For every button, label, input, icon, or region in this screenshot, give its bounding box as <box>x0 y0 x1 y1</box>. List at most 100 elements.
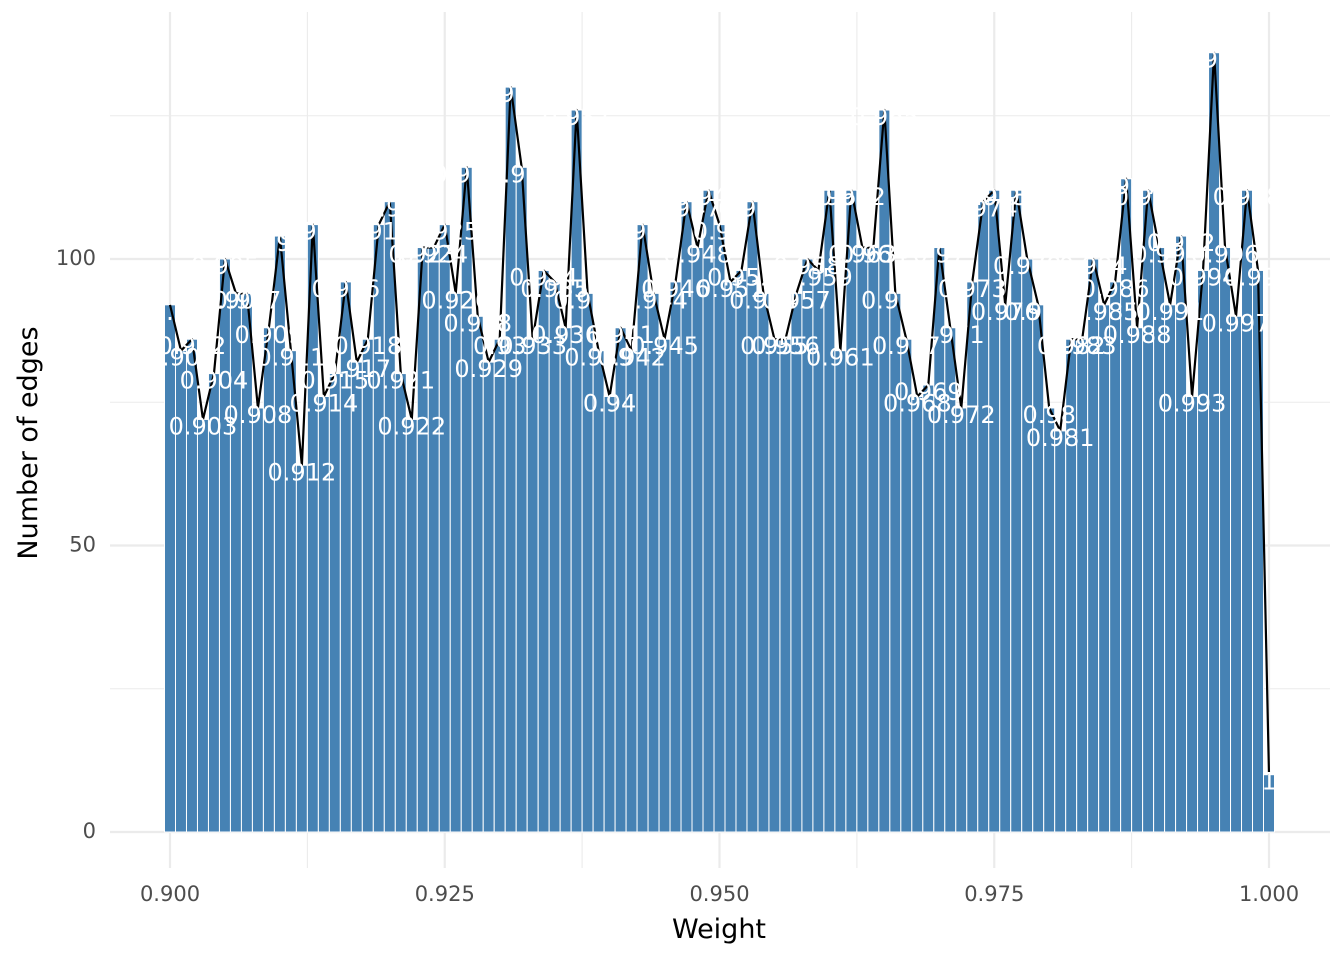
bar-value-label: 0.937 <box>542 103 611 131</box>
bar-value-label: 0.906 <box>202 286 271 314</box>
histogram-bar <box>251 407 264 833</box>
histogram-bar <box>548 281 561 833</box>
bar-value-label: 0.984 <box>1059 252 1128 280</box>
bar-value-label: 0.999 <box>1224 263 1293 291</box>
histogram-bar <box>350 361 363 833</box>
bar-value-label: 0.951 <box>696 275 765 303</box>
bar-value-label: 0.97 <box>913 241 966 269</box>
bar-value-label: 0.982 <box>1037 332 1106 360</box>
bar-value-label: 0.929 <box>454 355 523 383</box>
x-tick-label: 0.950 <box>689 882 749 906</box>
bar-value-label: 0.931 <box>476 80 545 108</box>
bar-value-label: 0.924 <box>399 241 468 269</box>
bar-value-label: 0.925 <box>410 218 479 246</box>
bar-value-label: 0.946 <box>641 275 710 303</box>
bar-value-label: 0.979 <box>1004 298 1073 326</box>
histogram-bar <box>372 224 385 833</box>
bar-value-label: 0.99 <box>1132 241 1185 269</box>
bar-value-label: 0.907 <box>213 286 282 314</box>
bar-value-label: 0.911 <box>257 344 326 372</box>
y-tick-label: 50 <box>69 533 96 557</box>
histogram-bar <box>724 281 737 833</box>
histogram-bar <box>1098 304 1111 833</box>
x-tick-label: 0.925 <box>415 882 475 906</box>
bar-value-label: 0.978 <box>993 252 1062 280</box>
histogram-bar <box>1109 281 1122 833</box>
histogram-bar <box>790 292 803 833</box>
histogram-bar <box>295 464 308 833</box>
histogram-bar <box>196 418 209 833</box>
bar-value-label: 0.947 <box>652 195 721 223</box>
histogram-bar <box>713 224 726 833</box>
bar-value-label: 0.919 <box>344 218 413 246</box>
bar-value-label: 0.92 <box>363 195 416 223</box>
y-tick-label: 100 <box>56 246 96 270</box>
histogram-bar <box>1043 407 1056 833</box>
histogram-bar <box>416 247 429 833</box>
bar-value-label: 0.915 <box>300 367 369 395</box>
bar-value-label: 0.996 <box>1191 241 1260 269</box>
bar-value-label: 0.934 <box>509 263 578 291</box>
bar-value-label: 0.936 <box>531 321 600 349</box>
histogram-bar <box>966 281 979 833</box>
histogram-bar <box>405 418 418 833</box>
bar-value-label: 0.938 <box>553 286 622 314</box>
bar-value-label: 0.971 <box>916 321 985 349</box>
bar-value-label: 0.916 <box>311 275 380 303</box>
bar-value-label: 0.939 <box>564 344 633 372</box>
bar-value-label: 0.981 <box>1026 424 1095 452</box>
histogram-bar <box>757 292 770 833</box>
bar-value-label: 0.904 <box>180 367 249 395</box>
histogram-bar <box>911 396 924 833</box>
bar-value-label: 0.908 <box>224 401 293 429</box>
bar-value-label: 0.998 <box>1213 183 1282 211</box>
histogram-bar <box>603 396 616 833</box>
histogram-bar <box>526 338 539 833</box>
histogram-bar <box>1054 430 1067 833</box>
bar-value-label: 0.968 <box>883 390 952 418</box>
bar-value-label: 0.98 <box>1022 401 1075 429</box>
bar-value-label: 0.983 <box>1048 332 1117 360</box>
bar-value-label: 0.945 <box>630 332 699 360</box>
bar-value-label: 0.926 <box>421 286 490 314</box>
bar-value-label: 0.922 <box>377 412 446 440</box>
y-tick-label: 0 <box>83 819 96 843</box>
bar-value-label: 1 <box>1261 768 1276 796</box>
bar-value-label: 0.94 <box>583 390 636 418</box>
histogram-bar <box>1186 396 1199 833</box>
histogram-bar <box>427 247 440 833</box>
bar-value-label: 0.93 <box>473 332 526 360</box>
bar-value-label: 0.912 <box>268 458 337 486</box>
bar-value-label: 0.988 <box>1103 321 1172 349</box>
bar-value-label: 0.974 <box>949 195 1018 223</box>
histogram-bar <box>482 361 495 833</box>
histogram-bar <box>164 304 176 833</box>
histogram-bar <box>1032 304 1045 833</box>
histogram-bar <box>383 201 396 833</box>
bar-value-label: 0.995 <box>1180 46 1249 74</box>
bar-value-label: 0.96 <box>803 183 856 211</box>
histogram-bar <box>1076 338 1089 833</box>
bar-value-label: 0.992 <box>1147 229 1216 257</box>
bar-value-label: 0.959 <box>784 263 853 291</box>
histogram-bar <box>636 224 649 833</box>
x-tick-label: 0.975 <box>964 882 1024 906</box>
histogram-bar <box>1208 52 1221 833</box>
bar-value-label: 0.943 <box>608 218 677 246</box>
histogram-bar <box>856 247 869 833</box>
histogram-bar <box>493 338 506 833</box>
histogram-bar <box>878 109 891 833</box>
bar-value-label: 0.993 <box>1158 390 1227 418</box>
bar-value-label: 0.905 <box>191 252 260 280</box>
bar-value-label: 0.962 <box>817 183 886 211</box>
bar-value-label: 0.985 <box>1070 298 1139 326</box>
bar-value-label: 0.933 <box>498 332 567 360</box>
bar-value-label: 0.952 <box>707 263 776 291</box>
histogram-bar <box>768 338 781 833</box>
bar-value-label: 0.942 <box>597 344 666 372</box>
bar-value-label: 0.957 <box>762 286 831 314</box>
bar-value-label: 0.903 <box>169 412 238 440</box>
x-tick-label: 0.900 <box>140 882 200 906</box>
x-tick-label: 1.000 <box>1239 882 1299 906</box>
bar-value-label: 0.956 <box>751 332 820 360</box>
